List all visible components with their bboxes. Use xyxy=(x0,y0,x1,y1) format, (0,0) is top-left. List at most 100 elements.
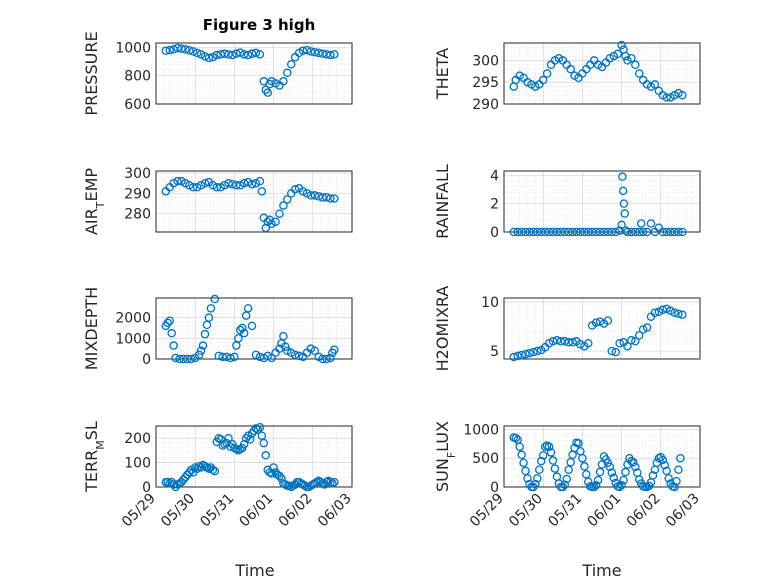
x-tick-label: 05/29 xyxy=(119,491,159,531)
data-point xyxy=(165,316,174,325)
data-point xyxy=(517,450,526,460)
data-point xyxy=(279,332,288,341)
data-point xyxy=(249,426,259,436)
data-point xyxy=(615,339,624,348)
data-point xyxy=(181,45,190,54)
data-point xyxy=(318,49,327,58)
data-point xyxy=(322,193,331,202)
data-point xyxy=(263,88,272,97)
data-point xyxy=(642,323,652,332)
panel-theta: 290 295 300 THETA xyxy=(433,40,701,113)
data-point xyxy=(330,345,339,354)
y-axis-label: PRESSURE xyxy=(82,31,101,115)
y-tick-label: 2000 xyxy=(115,311,151,327)
data-point xyxy=(326,477,335,487)
data-point xyxy=(670,308,679,318)
data-point xyxy=(265,215,274,225)
data-point xyxy=(580,462,589,471)
y-tick-label: 800 xyxy=(124,69,151,85)
data-point xyxy=(247,49,257,58)
x-tick-label: 06/01 xyxy=(237,491,277,531)
data-point xyxy=(548,456,558,465)
y-axis-label-main: MIXDEPTH xyxy=(82,287,101,370)
data-point xyxy=(617,220,626,230)
data-point xyxy=(259,438,269,448)
data-point xyxy=(236,48,245,57)
data-point xyxy=(239,328,249,338)
y-tick-label: 4 xyxy=(490,168,499,184)
data-point xyxy=(204,313,214,322)
data-point xyxy=(611,347,620,357)
data-point xyxy=(241,433,251,443)
series-mixdepth xyxy=(161,294,339,364)
y-axis-label-main: SUN xyxy=(433,458,452,492)
y-tick-label: 300 xyxy=(472,53,499,69)
x-axis-label-right: Time xyxy=(581,561,621,580)
data-point xyxy=(194,462,204,471)
data-point xyxy=(560,337,570,346)
y-tick-label: 280 xyxy=(124,207,151,223)
data-point xyxy=(165,479,174,488)
data-point xyxy=(212,183,222,192)
data-point xyxy=(188,183,198,192)
x-tick-label: 06/02 xyxy=(624,491,664,531)
data-point xyxy=(169,480,178,489)
data-point xyxy=(562,474,571,484)
y-axis-label-main: PRESSURE xyxy=(82,31,101,115)
data-point xyxy=(658,455,668,465)
data-point xyxy=(251,424,261,433)
plot-border xyxy=(503,42,701,105)
data-point xyxy=(314,192,323,201)
data-point xyxy=(243,50,253,60)
data-point xyxy=(525,348,534,358)
data-point xyxy=(578,453,587,463)
data-point xyxy=(326,194,335,203)
data-point xyxy=(631,462,640,472)
data-point xyxy=(232,444,241,454)
data-point xyxy=(538,75,548,85)
x-tick-label: 06/03 xyxy=(315,491,355,531)
data-point xyxy=(648,471,658,480)
data-point xyxy=(226,353,235,363)
data-point xyxy=(595,467,605,477)
data-point xyxy=(658,305,668,315)
data-point xyxy=(517,350,526,360)
data-point xyxy=(239,178,249,188)
data-point xyxy=(275,344,284,353)
data-point xyxy=(607,468,617,477)
data-point xyxy=(678,91,687,100)
x-tick-label: 06/03 xyxy=(663,491,703,531)
data-point xyxy=(255,352,265,362)
data-point xyxy=(611,227,620,237)
data-point xyxy=(615,226,624,235)
data-point xyxy=(566,64,575,74)
data-point xyxy=(584,339,593,348)
data-point xyxy=(650,80,660,89)
data-point xyxy=(634,331,644,340)
data-point xyxy=(636,219,646,228)
data-point xyxy=(283,195,292,204)
data-point xyxy=(279,77,288,86)
series-theta xyxy=(509,40,687,102)
data-point xyxy=(678,227,687,237)
data-point xyxy=(627,54,636,63)
y-tick-label: 0 xyxy=(490,225,499,241)
data-point xyxy=(214,433,223,443)
data-point xyxy=(591,481,601,490)
data-point xyxy=(302,45,312,55)
y-tick-label: 5 xyxy=(490,344,499,360)
data-point xyxy=(620,209,629,218)
data-point xyxy=(515,442,524,451)
data-point xyxy=(192,464,202,473)
data-point xyxy=(609,473,619,483)
data-point xyxy=(169,341,178,350)
plot-border xyxy=(155,42,353,105)
data-point xyxy=(546,448,556,457)
series-rainfall xyxy=(509,172,687,237)
y-axis-label: AIRTEMP xyxy=(82,168,107,235)
data-point xyxy=(328,479,337,488)
y-tick-label: 200 xyxy=(124,431,151,447)
data-point xyxy=(529,347,538,357)
figure-title: Figure 3 high xyxy=(203,16,316,34)
data-point xyxy=(326,50,335,60)
